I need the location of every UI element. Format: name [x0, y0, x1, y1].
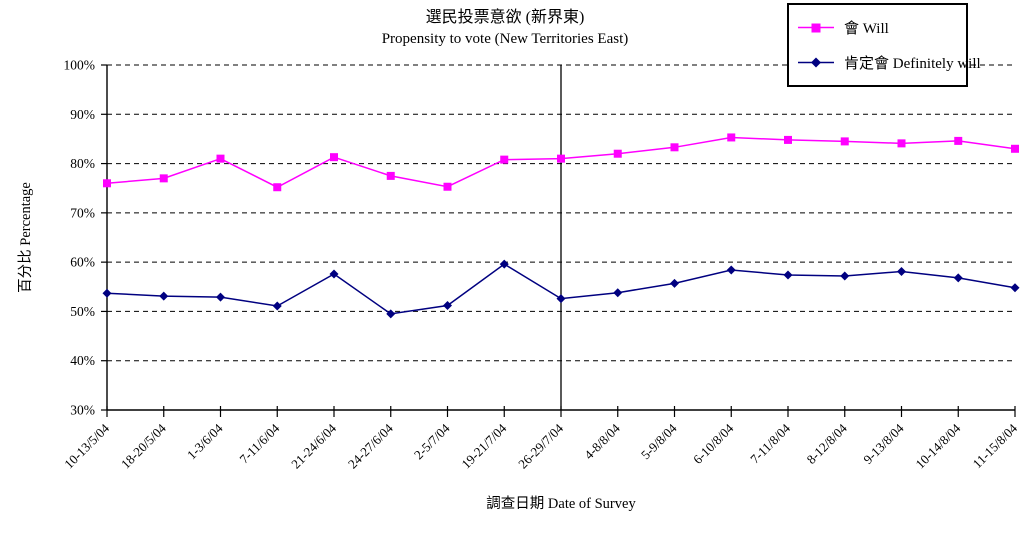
legend-square-marker-icon: [811, 23, 821, 33]
series-1-marker-2: [216, 292, 225, 302]
series-0-marker-7: [500, 155, 509, 164]
series-0-marker-13: [840, 137, 849, 146]
series-0-marker-16: [1011, 144, 1019, 153]
y-tick-label-60: 60%: [70, 255, 95, 270]
series-1-marker-10: [670, 278, 679, 288]
x-axis-title: 調查日期 Date of Survey: [486, 495, 636, 512]
series-1-marker-9: [613, 288, 623, 298]
legend-item-definitely-will: 肯定會 Definitely will: [797, 52, 981, 73]
series-1-marker-15: [953, 273, 963, 283]
legend-label-will: 會 Will: [844, 21, 889, 37]
series-1-marker-16: [1010, 283, 1020, 293]
y-tick-label-90: 90%: [70, 107, 95, 122]
x-tick-label-4: 21-24/6/04: [288, 420, 339, 471]
series-1-marker-11: [726, 265, 736, 275]
series-0-marker-5: [386, 171, 395, 180]
x-tick-label-2: 1-3/6/04: [184, 420, 226, 462]
will-line-square-icon: [798, 23, 834, 33]
x-tick-label-12: 7-11/8/04: [747, 420, 793, 466]
x-tick-label-16: 11-15/8/04: [970, 420, 1020, 471]
series-1-marker-0: [102, 288, 112, 298]
series-0-marker-3: [273, 183, 282, 192]
legend-diamond-marker-icon: [811, 57, 821, 68]
series-1-marker-8: [556, 294, 566, 304]
chart-title-block: 選民投票意欲 (新界東) Propensity to vote (New Ter…: [0, 8, 1010, 49]
series-0-marker-4: [330, 153, 338, 162]
x-tick-label-5: 24-27/6/04: [345, 420, 396, 471]
series-0-marker-1: [159, 174, 168, 183]
y-tick-label-70: 70%: [70, 205, 95, 220]
series-1-marker-7: [499, 259, 509, 269]
x-tick-label-11: 6-10/8/04: [690, 420, 737, 467]
legend-item-will: 會 Will: [797, 17, 958, 38]
x-tick-label-1: 18-20/5/04: [118, 420, 169, 471]
series-1-marker-1: [159, 291, 169, 301]
legend: 會 Will 肯定會 Definitely will: [787, 3, 981, 87]
x-tick-label-13: 8-12/8/04: [804, 420, 851, 467]
series-0-marker-14: [897, 139, 906, 148]
series-0-marker-8: [557, 154, 565, 163]
chart-subtitle: Propensity to vote (New Territories East…: [381, 31, 629, 47]
series-0-marker-12: [784, 135, 792, 144]
series-1-marker-3: [272, 301, 282, 311]
series-1-marker-14: [897, 267, 906, 277]
x-tick-label-7: 19-21/7/04: [458, 420, 509, 471]
x-tick-label-10: 5-9/8/04: [638, 420, 680, 462]
series-0-marker-9: [613, 149, 622, 158]
series-1-marker-4: [329, 269, 339, 279]
x-tick-label-0: 10-13/5/04: [61, 420, 112, 471]
series-0-marker-15: [954, 136, 963, 145]
y-axis-title: 百分比 Percentage: [17, 182, 34, 293]
chart-title: 選民投票意欲 (新界東): [425, 9, 585, 26]
series-1-marker-12: [783, 270, 793, 280]
legend-label-definitely-will: 肯定會 Definitely will: [844, 56, 981, 72]
y-tick-label-80: 80%: [70, 156, 95, 171]
series-0-marker-10: [670, 143, 679, 152]
x-tick-label-8: 26-29/7/04: [515, 420, 566, 471]
series-0-marker-0: [103, 179, 111, 188]
x-tick-label-6: 2-5/7/04: [411, 420, 453, 462]
y-tick-label-50: 50%: [70, 304, 95, 319]
series-1-marker-5: [386, 309, 396, 319]
series-0-marker-2: [216, 154, 225, 163]
x-tick-label-9: 4-8/8/04: [581, 420, 623, 462]
series-1-marker-13: [840, 271, 850, 281]
series-1-marker-6: [443, 301, 452, 311]
y-tick-label-100: 100%: [64, 58, 96, 73]
definitely-will-line-diamond-icon: [798, 57, 834, 68]
x-tick-label-3: 7-11/6/04: [236, 420, 282, 466]
x-tick-label-14: 9-13/8/04: [860, 420, 907, 467]
series-0-marker-11: [727, 133, 736, 142]
x-tick-label-15: 10-14/8/04: [912, 420, 963, 471]
y-tick-label-30: 30%: [70, 403, 95, 418]
y-tick-label-40: 40%: [70, 353, 95, 368]
series-0-marker-6: [443, 182, 452, 191]
